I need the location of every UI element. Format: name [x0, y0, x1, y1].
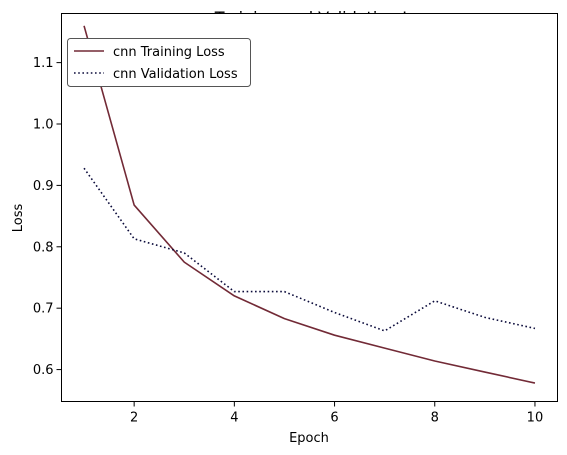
y-tick-label: 0.9	[33, 179, 54, 194]
y-tick-label: 0.7	[33, 302, 54, 317]
y-axis-ticks: 0.6 0.7 0.8 0.9 1.0 1.1	[33, 56, 62, 378]
x-axis-label: Epoch	[289, 431, 329, 446]
y-tick-label: 0.6	[33, 363, 54, 378]
legend-box	[67, 38, 251, 87]
x-tick-label: 6	[330, 411, 338, 426]
x-tick-label: 4	[230, 411, 238, 426]
x-tick-label: 2	[130, 411, 138, 426]
y-axis-label: Loss	[11, 204, 26, 233]
y-tick-label: 1.1	[33, 56, 54, 71]
plot-frame	[61, 13, 558, 402]
x-tick-label: 8	[431, 411, 439, 426]
legend-label-validation: cnn Validation Loss	[113, 67, 238, 82]
x-tick-label: 10	[527, 411, 544, 426]
y-tick-label: 0.8	[33, 240, 54, 255]
y-tick-label: 1.0	[33, 118, 54, 133]
training-loss-line	[83, 25, 536, 384]
series-layer	[83, 25, 536, 384]
legend: cnn Training Loss cnn Validation Loss	[67, 38, 251, 87]
x-axis-ticks: 2 4 6 8 10	[130, 401, 544, 426]
legend-label-training: cnn Training Loss	[113, 45, 225, 60]
